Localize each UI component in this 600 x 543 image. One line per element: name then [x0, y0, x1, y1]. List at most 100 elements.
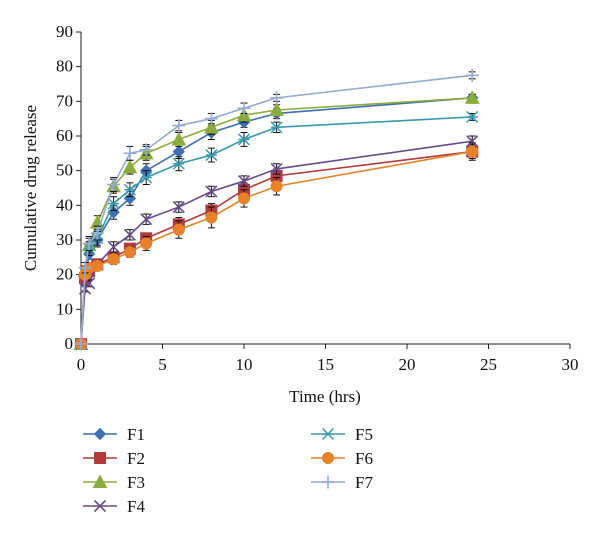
data-point-f1	[172, 145, 186, 158]
data-point-f6	[172, 223, 185, 236]
data-point-f6	[107, 253, 120, 266]
series-line-f3	[80, 97, 473, 345]
data-point-f4	[205, 185, 218, 198]
marker-stroke	[172, 201, 185, 214]
y-tick-label: 10	[56, 299, 73, 318]
data-point-f7	[78, 261, 92, 275]
data-point-f5	[172, 157, 185, 170]
data-point-f7	[74, 337, 88, 351]
x-axis-title: Time (hrs)	[289, 387, 361, 406]
data-point-f7	[270, 91, 284, 105]
legend-item-f6: F6	[311, 449, 373, 468]
legend-marker	[321, 475, 335, 489]
series-f7	[74, 68, 479, 351]
legend-marker	[321, 427, 335, 441]
legend-label: F2	[127, 449, 145, 468]
data-point-f4	[107, 240, 120, 253]
legend-item-f3: F3	[83, 473, 145, 492]
data-point-f5	[237, 133, 251, 146]
data-point-f6	[270, 180, 283, 193]
axes-layer: 0 10 20 30 40 50 60 70 80 90 0 5 10 15 20 25 30	[56, 22, 579, 374]
marker-stroke	[466, 135, 479, 148]
legend-marker	[94, 452, 106, 464]
data-point-f7	[237, 101, 251, 115]
series-f5	[74, 110, 479, 351]
data-point-f7	[123, 146, 137, 160]
data-point-f7	[90, 226, 104, 240]
data-point-f4	[172, 201, 185, 214]
data-point-f4	[123, 228, 136, 241]
y-tick-label: 90	[56, 22, 73, 41]
legend-label: F3	[127, 473, 145, 492]
data-point-f7	[204, 112, 218, 126]
legend-marker	[93, 499, 107, 513]
data-point-f3	[464, 90, 480, 104]
marker-stroke	[93, 499, 107, 513]
data-point-f4	[270, 162, 283, 175]
legend: F1 F2 F3 F4 F5 F6 F7	[83, 425, 373, 516]
marker-stroke	[123, 228, 136, 241]
series-f4	[74, 135, 479, 351]
data-point-f7	[82, 236, 96, 250]
x-tick-label: 5	[158, 355, 167, 374]
legend-label: F6	[355, 449, 373, 468]
data-point-f5	[140, 171, 153, 184]
data-point-f3	[122, 159, 138, 174]
marker-stroke	[83, 277, 96, 290]
series-f2	[75, 144, 479, 350]
legend-item-f5: F5	[311, 425, 373, 444]
legend-label: F5	[355, 425, 373, 444]
y-tick-label: 30	[56, 230, 73, 249]
legend-marker	[93, 427, 107, 441]
legend-item-f1: F1	[83, 425, 145, 444]
legend-item-f4: F4	[83, 497, 145, 516]
y-tick-label: 80	[56, 57, 73, 76]
data-point-f6	[140, 237, 153, 250]
data-point-f4	[140, 213, 153, 226]
x-tick-label: 15	[317, 355, 334, 374]
data-point-f6	[466, 145, 479, 158]
series-layer	[73, 68, 480, 351]
data-point-f3	[269, 102, 284, 116]
legend-marker	[322, 452, 334, 464]
data-point-f6	[91, 260, 104, 272]
data-point-f7	[465, 68, 479, 82]
data-point-f5	[123, 183, 136, 196]
data-point-f3	[171, 131, 187, 146]
data-point-f7	[107, 178, 121, 192]
marker-stroke	[107, 240, 120, 253]
x-tick-label: 20	[399, 355, 416, 374]
data-point-f6	[238, 192, 250, 205]
x-tick-label: 0	[77, 355, 86, 374]
data-point-f7	[172, 119, 186, 133]
legend-item-f2: F2	[83, 449, 145, 468]
legend-item-f7: F7	[311, 473, 373, 492]
legend-label: F4	[127, 497, 145, 516]
data-point-f4	[466, 135, 479, 148]
marker-stroke	[140, 213, 153, 226]
data-point-f7	[139, 143, 153, 157]
x-tick-label: 25	[480, 355, 497, 374]
data-point-f5	[205, 149, 218, 162]
marker-stroke	[205, 185, 218, 198]
legend-marker	[92, 474, 108, 488]
y-axis-title: Cumulative drug release	[21, 105, 40, 271]
legend-label: F1	[127, 425, 145, 444]
data-point-f6	[205, 211, 218, 224]
y-tick-label: 20	[56, 265, 73, 284]
data-point-f5	[270, 121, 283, 134]
y-tick-label: 60	[56, 126, 73, 145]
x-tick-label: 10	[236, 355, 253, 374]
series-line-f5	[80, 116, 473, 345]
legend-label: F7	[355, 473, 373, 492]
series-line-f1	[80, 97, 473, 345]
data-point-f3	[204, 119, 219, 134]
x-tick-label: 30	[562, 355, 579, 374]
data-point-f5	[107, 197, 120, 210]
y-tick-label: 50	[56, 161, 73, 180]
data-point-f6	[123, 246, 136, 259]
data-point-f1	[123, 192, 137, 205]
marker-stroke	[270, 162, 283, 175]
